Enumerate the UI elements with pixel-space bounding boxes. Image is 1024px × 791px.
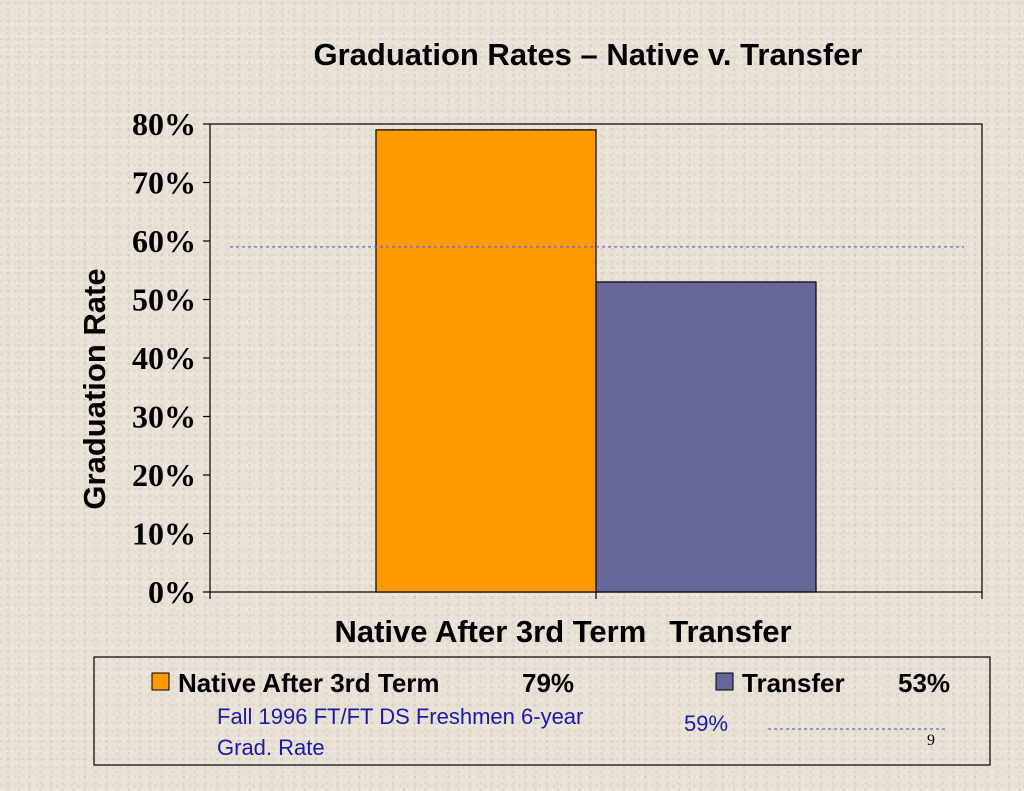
- y-tick-label: 80%: [132, 106, 196, 142]
- legend-label-transfer: Transfer: [742, 668, 845, 698]
- y-tick-label: 50%: [132, 282, 196, 318]
- page-number: 9: [927, 732, 935, 749]
- y-tick-label: 60%: [132, 223, 196, 259]
- x-tick-label: Native After 3rd Term: [334, 614, 646, 649]
- chart-title: Graduation Rates – Native v. Transfer: [313, 37, 862, 72]
- y-tick-label: 30%: [132, 399, 196, 435]
- y-tick-label: 0%: [148, 574, 196, 610]
- legend-value-transfer: 53%: [898, 668, 950, 698]
- legend-swatch-transfer: [715, 672, 734, 691]
- legend-note-line1: Fall 1996 FT/FT DS Freshmen 6-year: [217, 704, 583, 729]
- y-tick-label: 10%: [132, 516, 196, 552]
- legend: Native After 3rd Term 79% Transfer 53% F…: [93, 656, 991, 766]
- y-tick-label: 20%: [132, 457, 196, 493]
- legend-box: [93, 656, 991, 766]
- legend-swatch-native: [151, 672, 170, 691]
- x-axis: Native After 3rd Term Transfer: [209, 592, 983, 649]
- legend-label-native: Native After 3rd Term: [178, 668, 440, 698]
- legend-note-line2: Grad. Rate: [217, 735, 325, 760]
- plot-area: 0% 10% 20% 30% 40% 50% 60% 70% 80% Native After …: [132, 106, 983, 649]
- bar-native: [375, 129, 597, 593]
- y-axis: 0% 10% 20% 30% 40% 50% 60% 70% 80%: [132, 106, 210, 610]
- y-axis-label: Graduation Rate: [77, 268, 112, 509]
- y-tick-label: 40%: [132, 340, 196, 376]
- y-tick-label: 70%: [132, 165, 196, 201]
- x-tick-label: Transfer: [669, 614, 791, 649]
- legend-note-value: 59%: [684, 711, 728, 736]
- legend-value-native: 79%: [522, 668, 574, 698]
- bar-transfer: [595, 281, 817, 593]
- bars: [375, 129, 817, 593]
